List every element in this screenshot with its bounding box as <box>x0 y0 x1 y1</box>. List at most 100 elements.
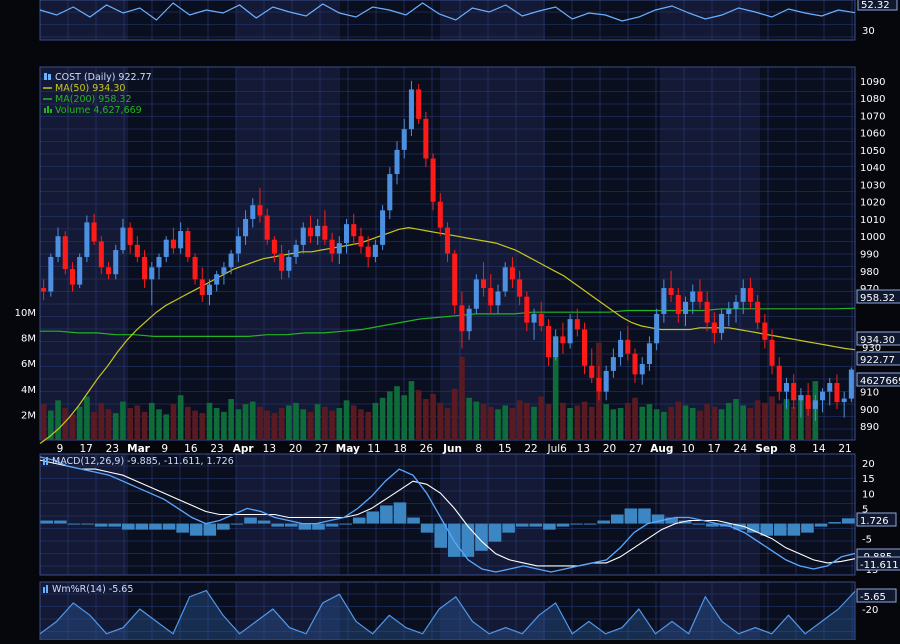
volume-bar <box>733 399 739 440</box>
williams-line <box>39 589 856 635</box>
macd-histogram-bar <box>108 523 121 527</box>
williams-panel-month-band-3 <box>660 582 760 640</box>
candle-body <box>603 370 609 392</box>
volume-bar <box>170 404 177 440</box>
candle-body <box>646 343 652 365</box>
volume-bar <box>242 404 249 440</box>
macd-histogram-bar <box>339 523 352 525</box>
macd-histogram-bar <box>529 523 543 527</box>
candle-body <box>358 236 364 247</box>
candle-body <box>502 267 508 292</box>
volume-bar <box>769 396 775 440</box>
volume-bar <box>617 408 624 440</box>
macd-histogram-bar <box>814 523 828 527</box>
candle-body <box>55 236 61 257</box>
volume-bar <box>610 409 617 440</box>
x-axis-label-15: Jun <box>442 443 462 455</box>
volume-bar <box>718 409 725 440</box>
volume-bar <box>581 401 588 440</box>
volume-bar <box>257 406 263 440</box>
x-axis-label-18: 22 <box>524 443 537 455</box>
macd-histogram-bar <box>94 523 108 527</box>
candle-body <box>62 236 68 270</box>
x-axis-label-2: 23 <box>106 443 119 455</box>
x-axis-label-6: 23 <box>210 443 223 455</box>
macd-histogram-bar <box>122 523 135 530</box>
volume-bar <box>192 410 198 440</box>
macd-histogram-bar <box>515 523 529 527</box>
x-axis-label-26: 24 <box>734 443 748 455</box>
candle-body <box>834 383 840 403</box>
legend-label-0: COST (Daily) 922.77 <box>55 72 152 83</box>
macd-histogram-bar <box>67 523 81 525</box>
candle-body <box>250 205 256 219</box>
price-tick-1020: 1020 <box>860 198 885 209</box>
price-tick-900: 900 <box>860 405 879 416</box>
candle-body <box>798 395 804 401</box>
x-axis-label-20: 13 <box>577 443 590 455</box>
candle-body <box>192 256 198 280</box>
volume-bar <box>740 405 747 440</box>
candle-body <box>545 326 551 358</box>
volume-bar <box>91 411 97 440</box>
macd-histogram-bar <box>393 502 407 524</box>
volume-bar <box>40 404 47 440</box>
ma200-badge: 958.32 <box>856 289 900 304</box>
volume-bar <box>661 411 667 440</box>
candle-body <box>841 398 847 403</box>
candle-body <box>848 369 854 399</box>
volume-bar <box>206 402 213 440</box>
macd-panel-month-band-3 <box>660 454 760 575</box>
x-axis-label-4: 9 <box>161 443 168 455</box>
candle-body <box>711 322 717 333</box>
candle-body <box>322 225 328 240</box>
volume-tick-2M: 2M <box>21 410 36 421</box>
candle-body <box>243 218 249 237</box>
macd-histogram-bar <box>325 523 339 527</box>
macd-tick-20: 20 <box>862 459 875 470</box>
macd-histogram-bar <box>176 523 189 533</box>
macd-histogram-bar <box>461 523 475 557</box>
volume-bar <box>322 406 328 440</box>
rsi-line <box>39 2 856 22</box>
volume-bar <box>704 404 710 440</box>
candle-body <box>704 301 710 323</box>
macd-panel-month-band-0 <box>40 454 128 575</box>
candle-body <box>675 294 681 314</box>
macd-histogram-bar <box>570 523 583 525</box>
candle-body <box>560 336 566 344</box>
macd-histogram-bar <box>434 523 447 548</box>
candle-body <box>820 391 826 401</box>
volume-bar <box>459 356 465 440</box>
candle-body <box>235 236 241 254</box>
volume-bar <box>314 404 321 440</box>
candle-body <box>380 210 386 245</box>
rsi-panel-month-band-2 <box>440 0 545 40</box>
macd-histogram-bar <box>40 520 54 524</box>
ma50-badge-text: 934.30 <box>860 335 895 346</box>
candle-body <box>755 301 761 323</box>
candle-body <box>473 279 479 309</box>
volume-bar <box>502 405 509 440</box>
macd-histogram-bar <box>638 508 651 524</box>
macd-histogram-bar <box>81 523 94 525</box>
candle-body <box>293 244 299 257</box>
macd-histogram-bar <box>624 508 638 524</box>
macd-histogram-bar <box>244 517 257 524</box>
candle-body <box>264 215 270 240</box>
candle-body <box>394 149 400 175</box>
candle-body <box>134 244 140 257</box>
legend-label-2: MA(200) 958.32 <box>55 94 132 105</box>
macd-histogram-bar <box>189 523 203 536</box>
x-axis-label-21: 20 <box>603 443 616 455</box>
price-tick-1080: 1080 <box>860 94 885 105</box>
volume-bar <box>588 406 595 440</box>
macd-tick--5: -5 <box>862 535 872 546</box>
price-tick-1050: 1050 <box>860 146 885 157</box>
volume-bar <box>386 391 393 440</box>
macd-histogram-bar <box>678 520 692 524</box>
macd-histogram-bar <box>285 523 298 527</box>
macd-histogram-bar <box>597 520 610 524</box>
candle-body <box>372 244 378 257</box>
volume-bar <box>293 402 299 440</box>
